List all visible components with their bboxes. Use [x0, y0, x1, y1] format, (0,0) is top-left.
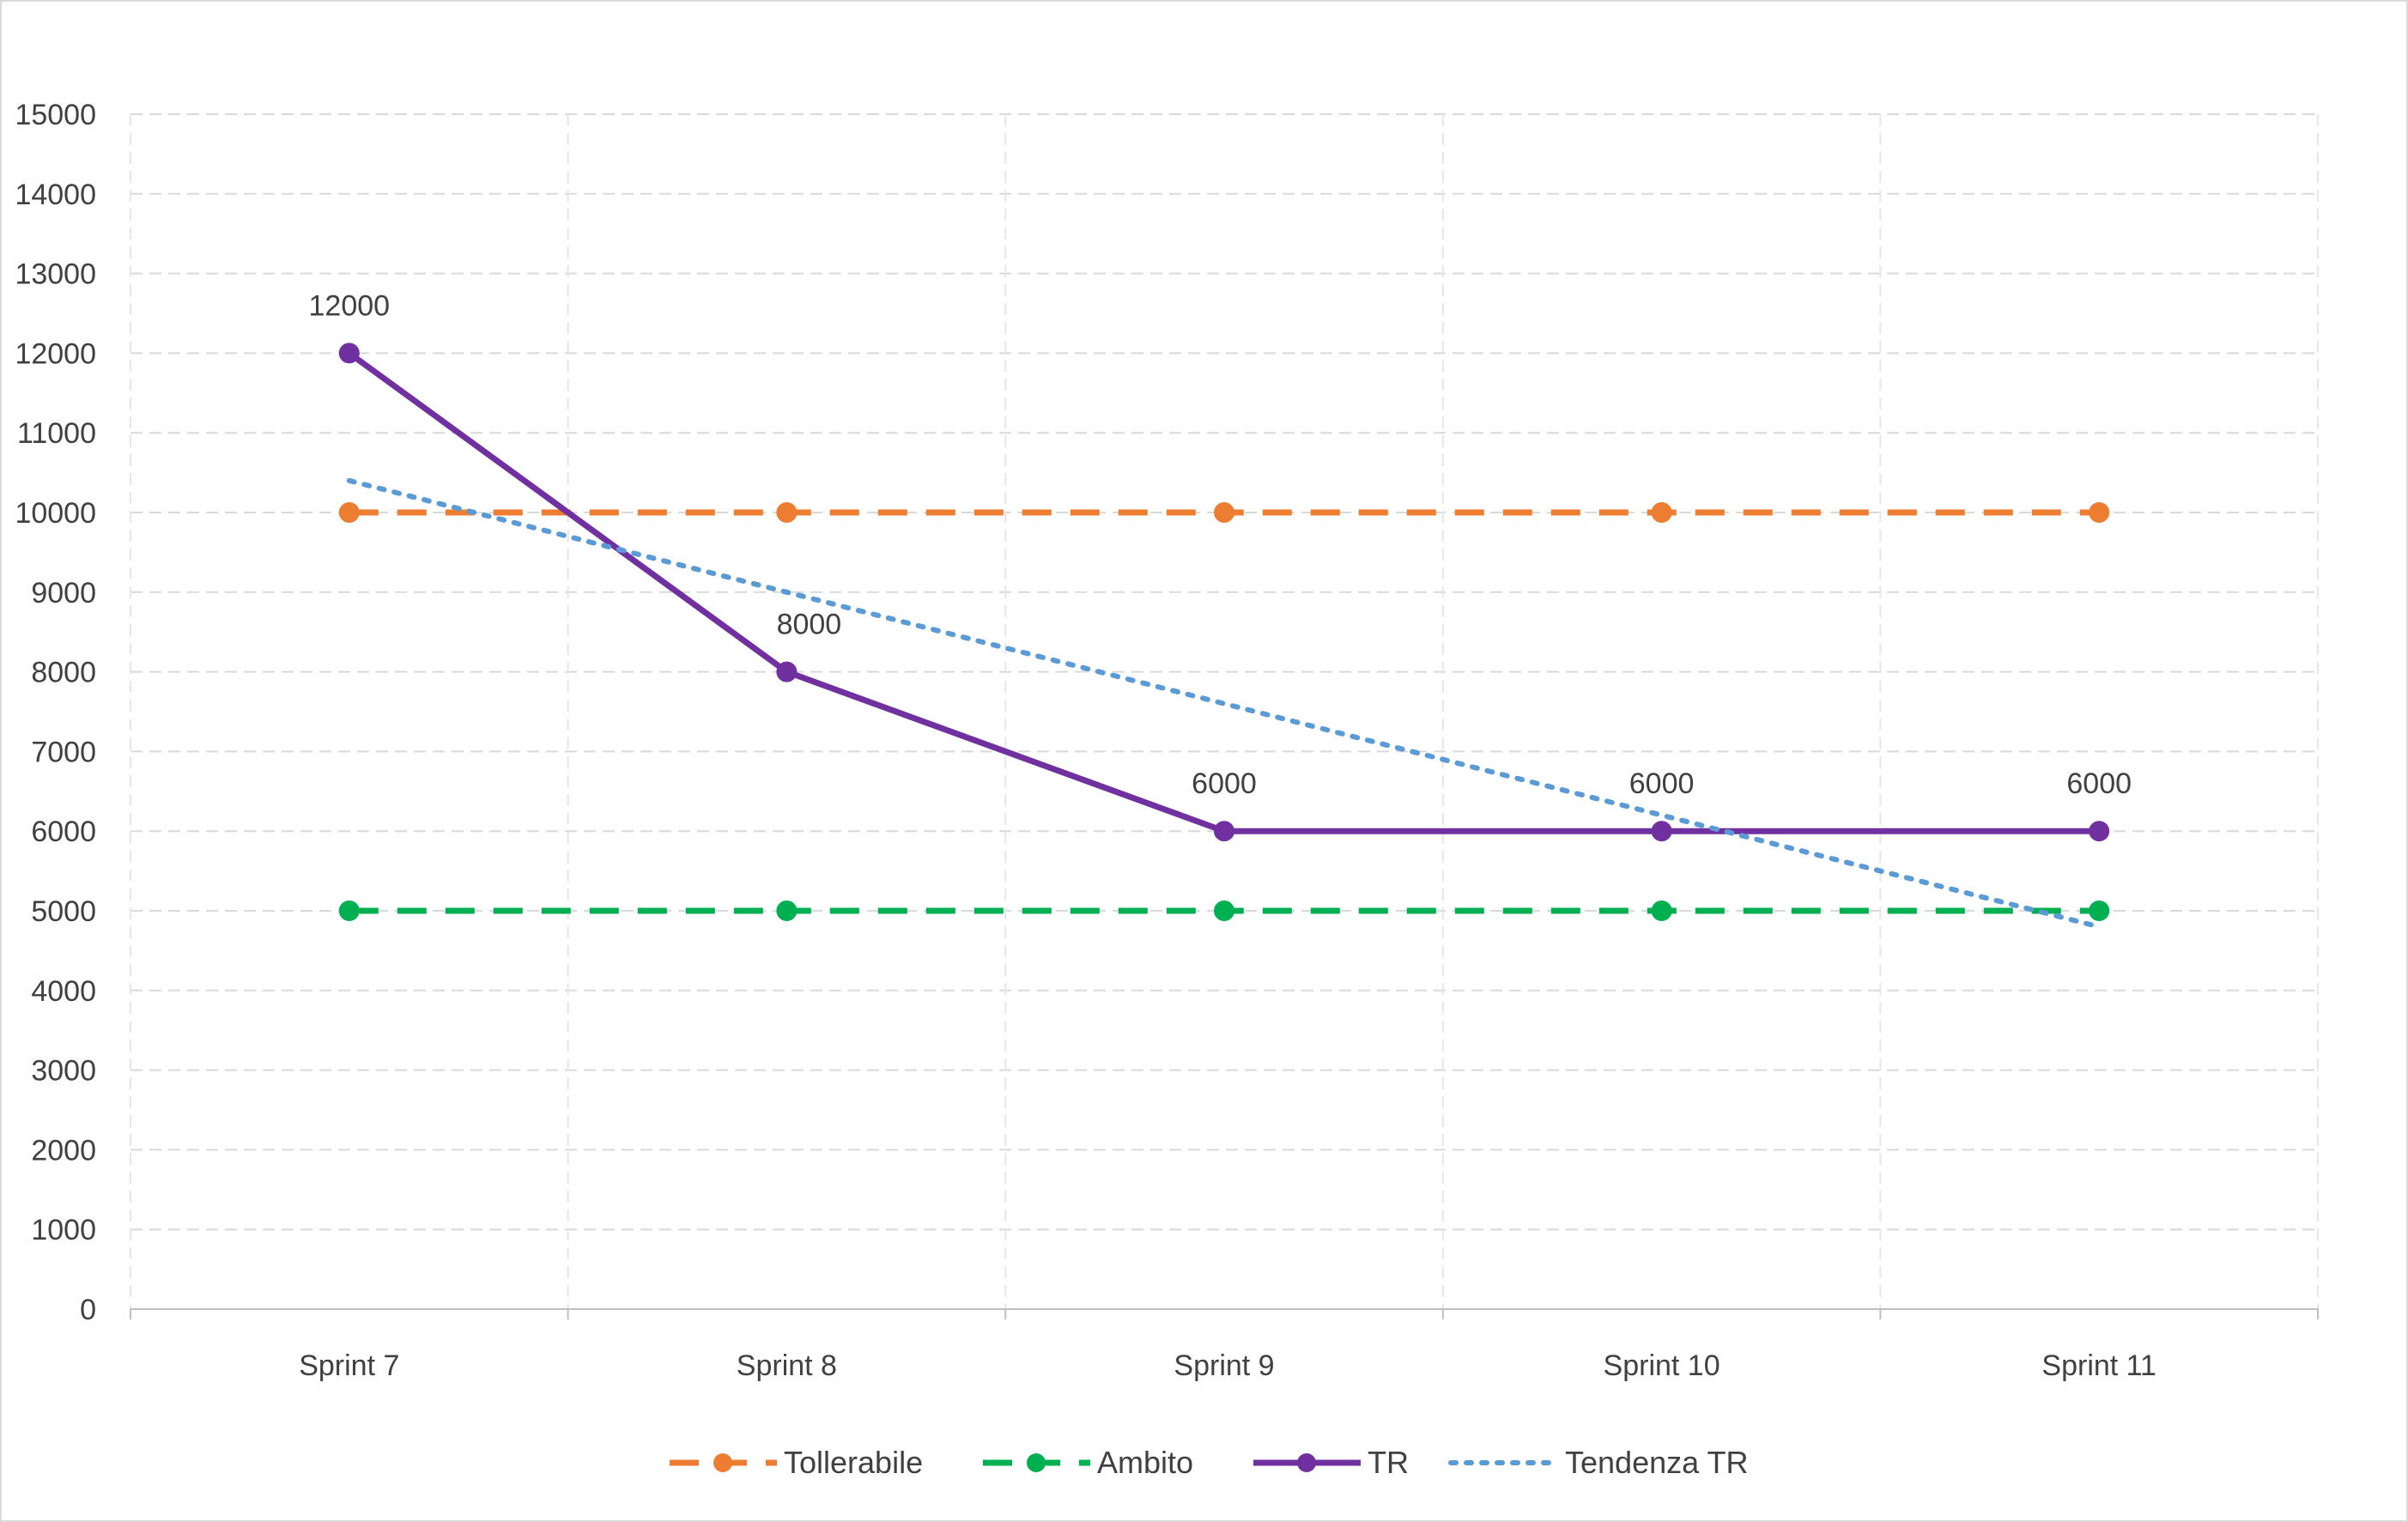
- data-point-tr: [2089, 821, 2110, 842]
- gridlines: [130, 113, 2319, 1309]
- data-point-tollerabile: [1651, 502, 1672, 523]
- data-labels: 12000 8000 6000 6000 6000: [309, 289, 2132, 800]
- y-tick-label: 14000: [15, 179, 96, 211]
- data-label: 12000: [309, 289, 391, 322]
- data-point-tr: [338, 343, 360, 364]
- legend-label-ambito: Ambito: [1097, 1445, 1193, 1480]
- data-point-ambito: [338, 900, 360, 921]
- y-tick-label: 1000: [31, 1214, 96, 1246]
- series-layer: [338, 343, 2110, 930]
- x-tick-label: Sprint 8: [737, 1349, 837, 1382]
- axes: 0 1000 2000 3000 4000 5000 6000 7000 8000 9000 100…: [15, 99, 2319, 1382]
- legend: Tollerabile Ambito TR Tendenza TR: [670, 1445, 1748, 1480]
- y-tick-label: 5000: [31, 895, 96, 928]
- y-tick-label: 6000: [31, 816, 96, 848]
- data-point-tr: [1214, 821, 1234, 842]
- data-label: 8000: [777, 609, 842, 641]
- y-tick-label: 8000: [31, 657, 96, 689]
- data-label: 6000: [2066, 767, 2132, 800]
- data-label: 6000: [1192, 767, 1257, 800]
- legend-label-tollerabile: Tollerabile: [784, 1445, 923, 1480]
- y-tick-label: 2000: [31, 1134, 96, 1167]
- x-tick-label: Sprint 11: [2041, 1349, 2156, 1382]
- legend-marker-ambito: [1027, 1453, 1046, 1472]
- y-tick-label: 7000: [31, 736, 96, 768]
- series-line-tendenza-tr: [346, 477, 2102, 930]
- y-tick-label: 9000: [31, 577, 96, 609]
- y-tick-label: 11000: [17, 417, 96, 450]
- data-point-tr: [1651, 821, 1672, 842]
- y-tick-label: 13000: [15, 258, 96, 291]
- y-tick-label: 0: [80, 1294, 96, 1326]
- y-tick-label: 3000: [31, 1055, 96, 1088]
- y-tick-label: 4000: [31, 975, 96, 1008]
- x-tick-label: Sprint 10: [1604, 1349, 1720, 1382]
- data-point-tr: [776, 661, 798, 682]
- data-point-tollerabile: [338, 502, 360, 523]
- data-point-tollerabile: [776, 502, 798, 523]
- data-point-ambito: [1651, 900, 1672, 921]
- y-tick-label: 12000: [15, 337, 96, 370]
- legend-label-tr: TR: [1368, 1445, 1409, 1480]
- legend-marker-tr: [1297, 1453, 1316, 1472]
- x-tick-label: Sprint 7: [299, 1349, 399, 1382]
- data-label: 6000: [1629, 767, 1695, 800]
- data-point-tollerabile: [2089, 502, 2110, 523]
- legend-label-tendenza-tr: Tendenza TR: [1565, 1445, 1748, 1480]
- x-tick-label: Sprint 9: [1174, 1349, 1274, 1382]
- data-point-ambito: [776, 900, 798, 921]
- data-point-tollerabile: [1214, 502, 1234, 523]
- legend-marker-tollerabile: [713, 1453, 732, 1472]
- data-point-ambito: [1214, 900, 1234, 921]
- data-point-ambito: [2089, 900, 2110, 921]
- y-tick-label: 15000: [15, 99, 96, 131]
- y-tick-label: 10000: [15, 497, 96, 530]
